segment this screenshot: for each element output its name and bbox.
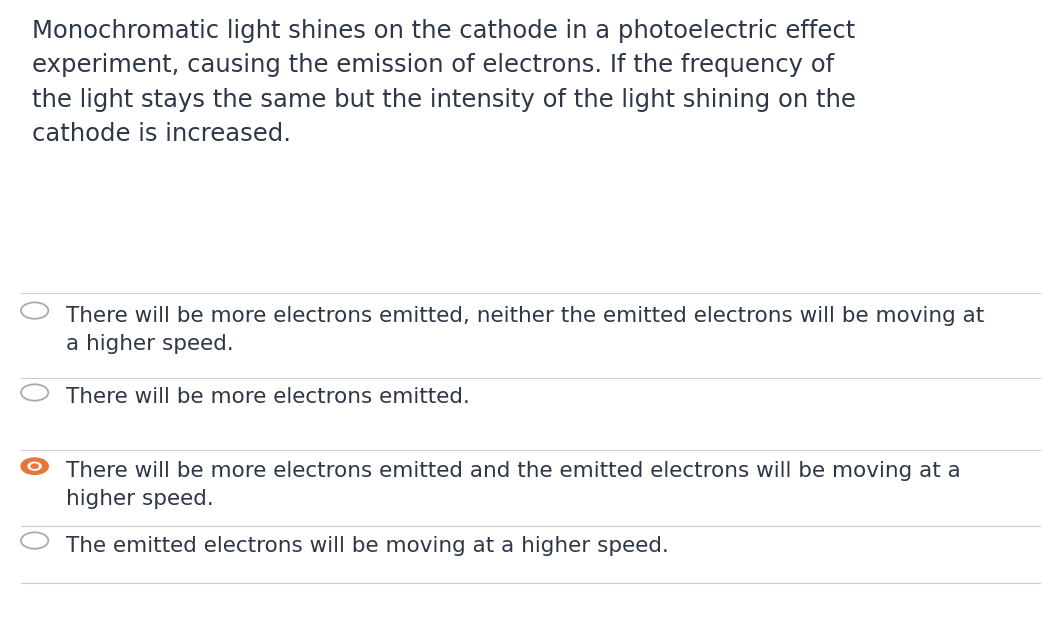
Text: There will be more electrons emitted, neither the emitted electrons will be movi: There will be more electrons emitted, ne… [66, 306, 985, 353]
Text: There will be more electrons emitted.: There will be more electrons emitted. [66, 387, 470, 408]
Circle shape [32, 464, 38, 468]
Circle shape [28, 462, 41, 470]
Text: Monochromatic light shines on the cathode in a photoelectric effect
experiment, : Monochromatic light shines on the cathod… [32, 19, 856, 146]
Circle shape [21, 458, 48, 474]
Text: There will be more electrons emitted and the emitted electrons will be moving at: There will be more electrons emitted and… [66, 461, 961, 509]
Text: The emitted electrons will be moving at a higher speed.: The emitted electrons will be moving at … [66, 536, 669, 556]
